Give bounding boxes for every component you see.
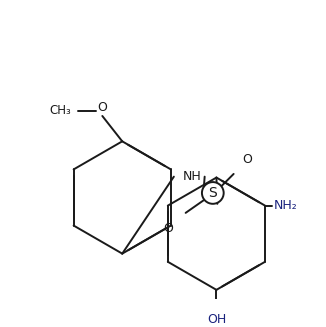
Text: NH: NH (183, 170, 202, 183)
Text: NH₂: NH₂ (274, 199, 298, 212)
Text: CH₃: CH₃ (50, 104, 71, 117)
Circle shape (202, 182, 224, 204)
Text: S: S (208, 186, 217, 200)
Text: O: O (163, 222, 173, 235)
Text: O: O (97, 101, 107, 114)
Text: OH: OH (207, 313, 226, 326)
Text: O: O (242, 153, 252, 166)
